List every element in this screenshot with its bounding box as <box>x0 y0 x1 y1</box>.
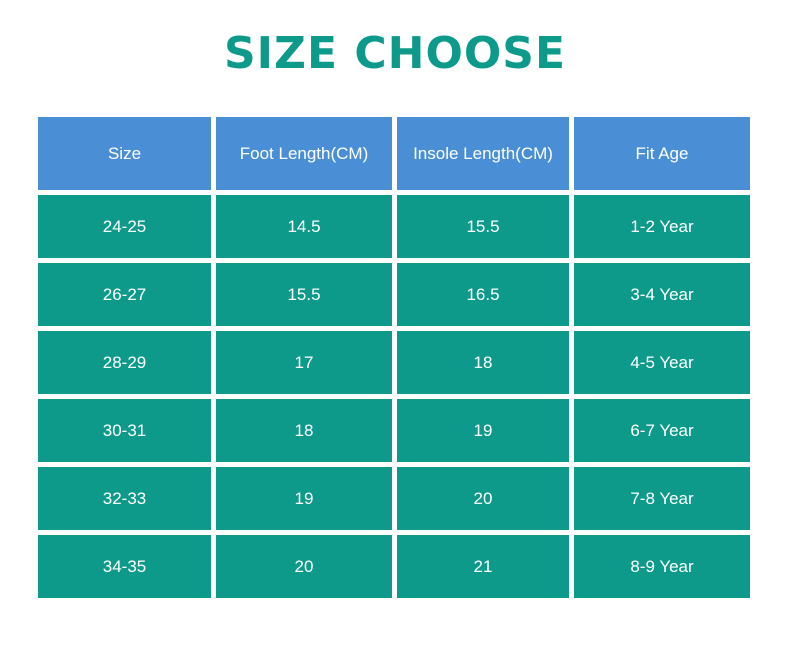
cell-insole-length: 19 <box>397 399 569 462</box>
cell-size: 28-29 <box>38 331 211 394</box>
cell-foot-length: 17 <box>216 331 392 394</box>
table-row: 30-31 18 19 6-7 Year <box>38 399 750 462</box>
cell-fit-age: 8-9 Year <box>574 535 750 598</box>
cell-size: 30-31 <box>38 399 211 462</box>
cell-fit-age: 6-7 Year <box>574 399 750 462</box>
size-chart-table: Size Foot Length(CM) Insole Length(CM) F… <box>38 117 750 603</box>
cell-fit-age: 1-2 Year <box>574 195 750 258</box>
table-row: 24-25 14.5 15.5 1-2 Year <box>38 195 750 258</box>
cell-size: 32-33 <box>38 467 211 530</box>
cell-insole-length: 15.5 <box>397 195 569 258</box>
table-row: 28-29 17 18 4-5 Year <box>38 331 750 394</box>
table-header-row: Size Foot Length(CM) Insole Length(CM) F… <box>38 117 750 190</box>
cell-foot-length: 20 <box>216 535 392 598</box>
cell-size: 24-25 <box>38 195 211 258</box>
table-row: 34-35 20 21 8-9 Year <box>38 535 750 598</box>
cell-insole-length: 16.5 <box>397 263 569 326</box>
header-insole-length: Insole Length(CM) <box>397 117 569 190</box>
table-row: 32-33 19 20 7-8 Year <box>38 467 750 530</box>
cell-fit-age: 7-8 Year <box>574 467 750 530</box>
cell-size: 34-35 <box>38 535 211 598</box>
cell-insole-length: 21 <box>397 535 569 598</box>
cell-insole-length: 18 <box>397 331 569 394</box>
cell-fit-age: 4-5 Year <box>574 331 750 394</box>
cell-foot-length: 15.5 <box>216 263 392 326</box>
cell-insole-length: 20 <box>397 467 569 530</box>
cell-fit-age: 3-4 Year <box>574 263 750 326</box>
table-row: 26-27 15.5 16.5 3-4 Year <box>38 263 750 326</box>
page-title: SIZE CHOOSE <box>223 28 566 79</box>
cell-size: 26-27 <box>38 263 211 326</box>
header-size: Size <box>38 117 211 190</box>
header-foot-length: Foot Length(CM) <box>216 117 392 190</box>
cell-foot-length: 19 <box>216 467 392 530</box>
header-fit-age: Fit Age <box>574 117 750 190</box>
cell-foot-length: 18 <box>216 399 392 462</box>
cell-foot-length: 14.5 <box>216 195 392 258</box>
